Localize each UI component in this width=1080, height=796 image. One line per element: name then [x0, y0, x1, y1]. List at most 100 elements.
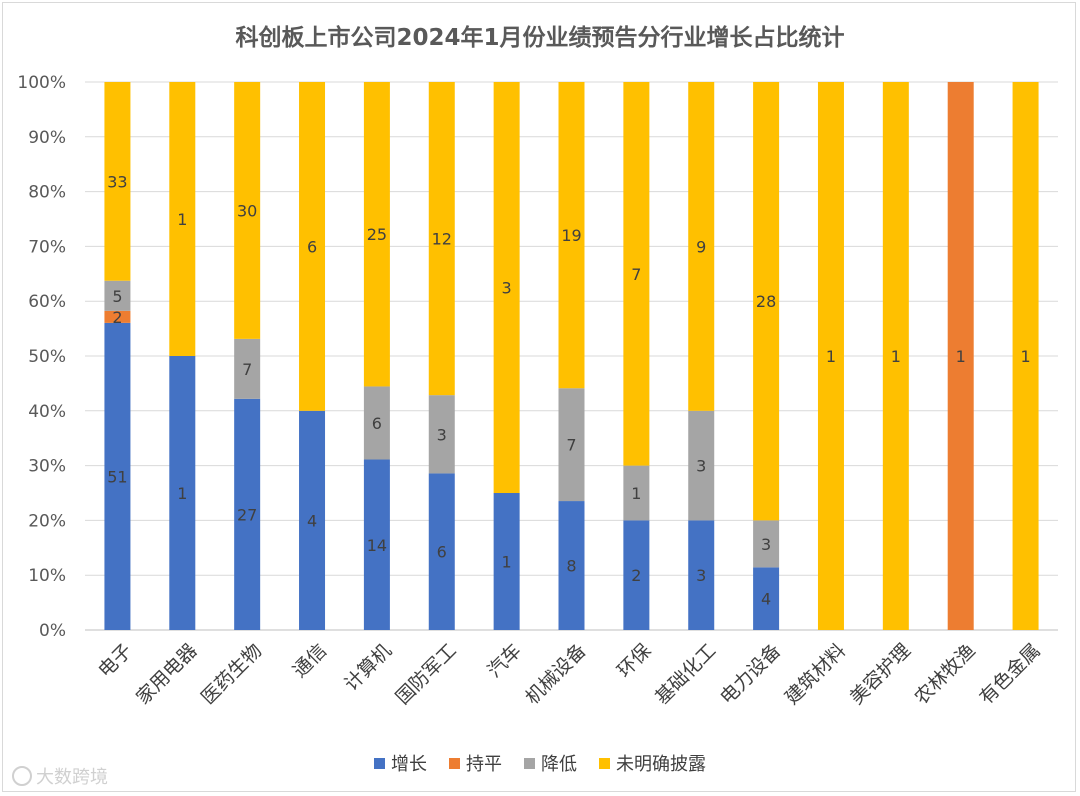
- x-tick-label: 电子: [94, 640, 136, 682]
- data-label: 3: [437, 425, 447, 444]
- x-tick-label: 农林牧渔: [911, 640, 980, 709]
- legend-label-flat: 持平: [466, 754, 502, 775]
- data-label: 9: [696, 237, 706, 256]
- bar-segment: [688, 520, 715, 630]
- y-tick-label: 0%: [39, 621, 66, 641]
- bar-segment: [104, 82, 131, 281]
- bar-segment: [169, 356, 196, 630]
- bar-segment: [428, 395, 455, 474]
- legend-swatch-decline: [524, 757, 535, 769]
- bar-segment: [169, 82, 196, 356]
- bar-segment: [817, 82, 844, 630]
- y-tick-label: 100%: [17, 73, 66, 93]
- data-label: 3: [696, 566, 706, 585]
- legend-item-flat: 持平: [449, 750, 502, 776]
- data-label: 51: [107, 467, 127, 486]
- bar-segment: [234, 338, 261, 399]
- y-tick-label: 40%: [28, 402, 66, 422]
- data-label: 28: [756, 292, 776, 311]
- legend-item-decline: 降低: [524, 750, 577, 776]
- data-label: 19: [561, 226, 581, 245]
- watermark: 大数跨境: [12, 763, 108, 789]
- y-tick-label: 60%: [28, 292, 66, 312]
- data-label: 3: [502, 279, 512, 298]
- data-label: 2: [631, 566, 641, 585]
- data-label: 1: [826, 347, 836, 366]
- x-tick-label: 国防军工: [392, 640, 461, 709]
- data-label: 3: [696, 457, 706, 476]
- bar-segment: [234, 82, 261, 339]
- data-label: 7: [631, 265, 641, 284]
- bar-segment: [299, 410, 326, 630]
- data-label: 30: [237, 201, 257, 220]
- chart-title: 科创板上市公司2024年1月份业绩预告分行业增长占比统计: [235, 25, 845, 51]
- bar-segment: [104, 310, 131, 323]
- y-tick-label: 20%: [28, 511, 66, 531]
- bar-segment: [234, 398, 261, 630]
- y-tick-label: 30%: [28, 457, 66, 477]
- bar-segment: [558, 501, 585, 630]
- bar-segment: [428, 82, 455, 396]
- bar-segment: [1012, 82, 1039, 630]
- x-tick-label: 有色金属: [975, 640, 1044, 709]
- legend: 增长 持平 降低 未明确披露: [0, 750, 1080, 776]
- bar-segment: [299, 82, 326, 411]
- bar-segment: [493, 82, 520, 493]
- data-label: 4: [761, 590, 771, 609]
- bar-segment: [753, 82, 780, 521]
- data-label: 33: [107, 172, 127, 191]
- data-label: 1: [956, 347, 966, 366]
- legend-swatch-flat: [449, 757, 460, 769]
- data-label: 5: [112, 287, 122, 306]
- bar-segment: [947, 82, 974, 630]
- data-label: 6: [372, 414, 382, 433]
- bar-segment: [623, 520, 650, 630]
- bar-segment: [753, 520, 780, 568]
- legend-swatch-undisclosed: [599, 757, 610, 769]
- bar-segment: [428, 473, 455, 630]
- y-tick-label: 90%: [28, 128, 66, 148]
- x-tick-label: 美容护理: [846, 640, 915, 709]
- data-label: 12: [432, 230, 452, 249]
- data-label: 3: [761, 535, 771, 554]
- bar-segment: [363, 82, 390, 387]
- data-label: 1: [177, 210, 187, 229]
- bar-segment: [363, 459, 390, 630]
- data-label: 1: [502, 553, 512, 572]
- data-label: 1: [177, 484, 187, 503]
- data-label: 6: [307, 237, 317, 256]
- x-tick-label: 家用电器: [132, 640, 201, 709]
- data-label: 1: [1020, 347, 1030, 366]
- bar-segment: [688, 82, 715, 411]
- x-tick-label: 建筑材料: [781, 640, 850, 709]
- y-tick-label: 80%: [28, 183, 66, 203]
- x-tick-label: 汽车: [483, 640, 525, 682]
- data-label: 7: [242, 360, 252, 379]
- bar-segment: [558, 388, 585, 502]
- bar-segment: [104, 322, 131, 630]
- x-tick-label: 医药生物: [197, 640, 266, 709]
- x-tick-label: 计算机: [340, 640, 396, 696]
- legend-label-decline: 降低: [541, 754, 577, 775]
- data-label: 25: [367, 225, 387, 244]
- x-tick-label: 环保: [613, 640, 655, 682]
- data-label: 14: [367, 536, 387, 555]
- bar-segment: [104, 280, 131, 311]
- y-tick-label: 70%: [28, 237, 66, 257]
- watermark-logo-icon: [12, 766, 32, 786]
- data-label: 2: [112, 308, 122, 327]
- x-tick-label: 机械设备: [521, 640, 590, 709]
- legend-label-undisclosed: 未明确披露: [616, 754, 706, 775]
- legend-label-growth: 增长: [391, 754, 427, 775]
- data-label: 8: [566, 557, 576, 576]
- bar-segment: [623, 465, 650, 521]
- x-tick-label: 电力设备: [716, 640, 785, 709]
- bar-segment: [623, 82, 650, 466]
- data-label: 4: [307, 511, 317, 530]
- bar-segment: [753, 567, 780, 630]
- data-label: 1: [631, 484, 641, 503]
- bar-segment: [493, 493, 520, 630]
- data-label: 1: [891, 347, 901, 366]
- bar-segment: [882, 82, 909, 630]
